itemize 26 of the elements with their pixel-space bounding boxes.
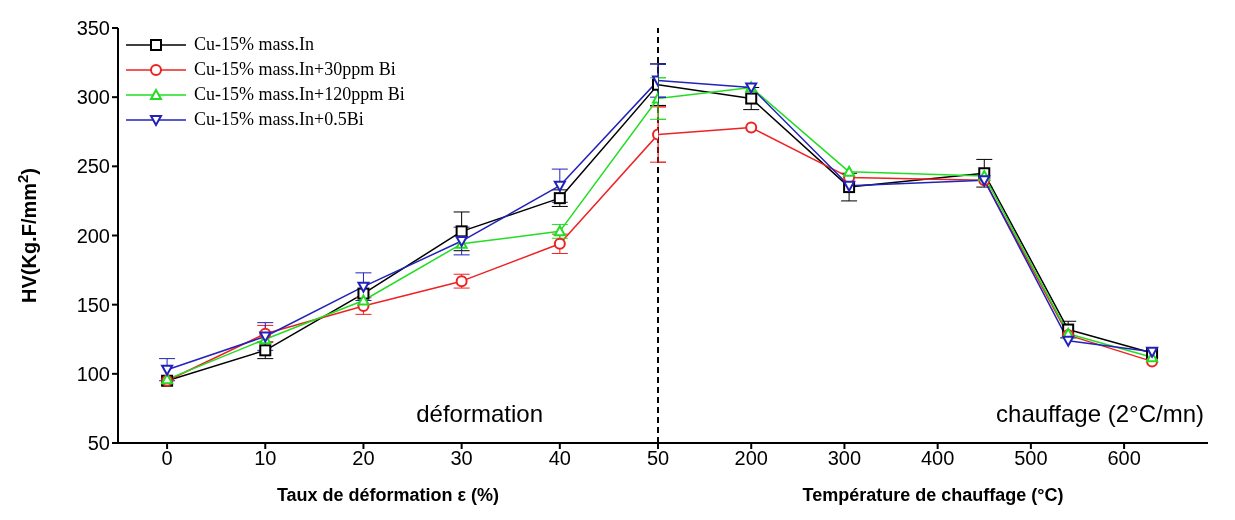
x-tick-label: 400: [920, 447, 955, 470]
x-tick-label: 40: [548, 447, 571, 470]
annotation: déformation: [416, 400, 543, 428]
legend-label: Cu-15% mass.In: [194, 34, 314, 55]
x-axis-title: Taux de déformation ε (%): [276, 485, 500, 505]
x-tick-label: 10: [254, 447, 277, 470]
y-tick-label: 300: [76, 86, 110, 109]
x-tick-label: 50: [646, 447, 670, 470]
legend-label: Cu-15% mass.In+30ppm Bi: [194, 59, 396, 80]
x-tick-label: 30: [450, 447, 473, 470]
y-tick-label: 250: [76, 155, 110, 178]
y-tick-label: 150: [76, 293, 110, 316]
y-tick-label: 50: [87, 432, 110, 455]
x-tick-label: 600: [1107, 447, 1141, 470]
annotation: chauffage (2°C/mn): [996, 400, 1204, 428]
legend-label: Cu-15% mass.In+120ppm Bi: [194, 84, 405, 105]
x-tick-label: 20: [352, 447, 375, 470]
legend-label: Cu-15% mass.In+0.5Bi: [194, 109, 364, 130]
x-tick-label: 500: [1014, 447, 1048, 470]
x-axis-title: Température de chauffage (°C): [802, 485, 1064, 505]
y-tick-label: 350: [76, 17, 110, 40]
y-tick-label: 200: [76, 224, 110, 247]
y-tick-label: 100: [76, 362, 110, 385]
x-tick-label: 200: [734, 447, 768, 470]
x-tick-label: 0: [161, 447, 173, 470]
x-tick-label: 300: [827, 447, 862, 470]
